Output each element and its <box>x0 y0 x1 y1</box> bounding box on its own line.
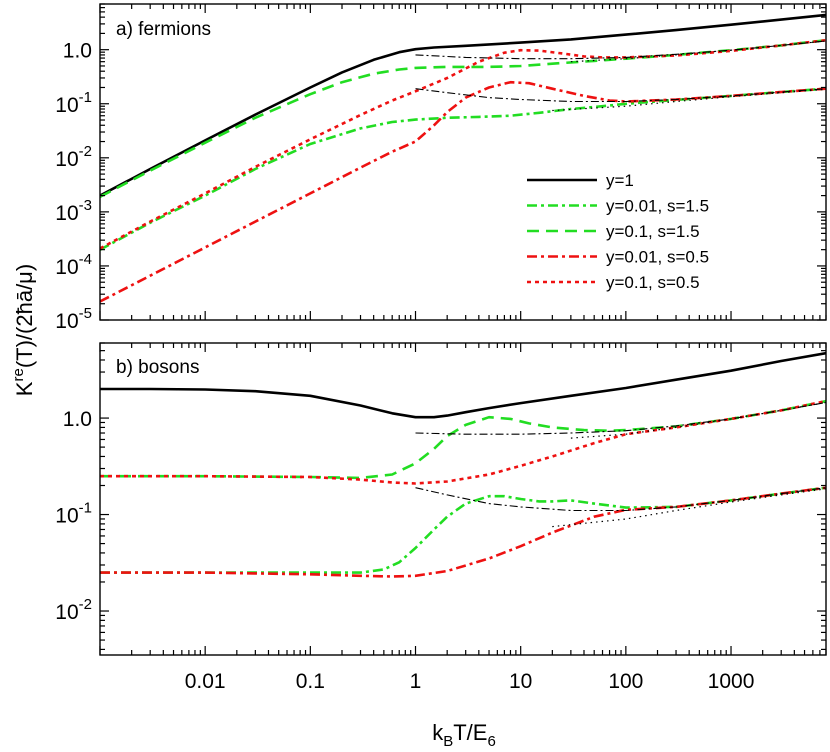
y-ticks <box>100 342 826 651</box>
x-axis-label: kBT/E6 <box>432 720 496 750</box>
y-tick-label: 1.0 <box>63 40 92 63</box>
panel-title-fermions: a) fermions <box>116 19 211 40</box>
y-tick-label: 10-5 <box>55 305 92 333</box>
y-tick-label: 1.0 <box>63 408 92 431</box>
panel-bosons: b) bosons 10-2 10-1 1.0 <box>55 342 827 656</box>
series-group <box>100 351 826 578</box>
asymptote-dashdot-thin-5 <box>415 40 826 60</box>
x-tick-label: 0.1 <box>296 670 325 693</box>
y-tick-label: 10-1 <box>55 500 92 528</box>
legend-label: y=0.1, s=0.5 <box>606 273 700 292</box>
y-tick-label: 10-4 <box>55 251 92 279</box>
x-tick-label: 100 <box>608 670 643 693</box>
series-y-1 <box>100 13 826 197</box>
series-y-0-1-s-1-5 <box>100 38 826 198</box>
legend-label: y=1 <box>606 171 634 190</box>
y-tick-label: 10-1 <box>55 89 92 117</box>
x-ticks <box>99 343 827 655</box>
series-y-0-01-s-1-5 <box>100 87 826 251</box>
x-ticks <box>99 4 827 320</box>
plot-frame <box>99 342 827 656</box>
plot-frame <box>99 3 827 321</box>
legend-label: y=0.01, s=1.5 <box>606 197 709 216</box>
series-group <box>100 13 826 303</box>
series-y-0-1-s-0-5 <box>100 38 826 250</box>
asymptote-dashdot-thin-5 <box>415 401 826 435</box>
series-y-0-01-s-1-5 <box>100 486 826 574</box>
series-y-0-01-s-0-5 <box>100 486 826 578</box>
y-axis-label: Kre(T)/(2ħā/μ) <box>10 264 37 396</box>
asymptote-dotted-thin-7 <box>570 40 826 63</box>
legend: y=1 y=0.01, s=1.5 y=0.1, s=1.5 y=0.01, s=0.… <box>527 171 709 292</box>
legend-label: y=0.01, s=0.5 <box>606 248 709 267</box>
legend-label: y=0.1, s=1.5 <box>606 222 700 241</box>
panel-title-bosons: b) bosons <box>116 357 199 378</box>
x-axis: 0.01 0.1 1 10 100 1000 <box>185 670 755 693</box>
asymptote-dotted-thin-8 <box>552 88 826 112</box>
series-y-0-1-s-0-5 <box>100 399 826 485</box>
y-tick-label: 10-3 <box>55 197 92 225</box>
x-tick-label: 0.01 <box>185 670 226 693</box>
y-ticks <box>100 3 826 321</box>
y-tick-label: 10-2 <box>55 143 92 171</box>
x-tick-label: 10 <box>509 670 532 693</box>
y-tick-label: 10-2 <box>55 596 92 624</box>
x-tick-label: 1 <box>410 670 422 693</box>
x-tick-label: 1000 <box>708 670 755 693</box>
asymptote-dotted-thin-8 <box>552 488 826 528</box>
panel-fermions: a) fermions 10-5 10-4 10-3 10-2 10-1 1.0 <box>55 3 827 333</box>
asymptote-dashdot-thin-6 <box>415 487 826 512</box>
asymptote-dashdot-thin-6 <box>415 88 826 103</box>
series-y-1 <box>100 351 826 419</box>
